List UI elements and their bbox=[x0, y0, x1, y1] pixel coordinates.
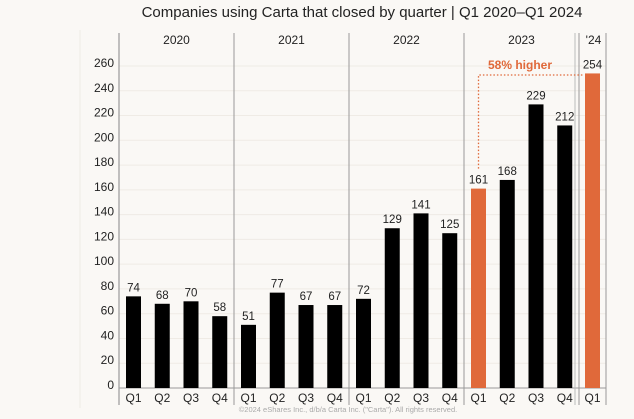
data-label: 72 bbox=[357, 285, 370, 297]
x-tick-label: Q3 bbox=[183, 391, 199, 405]
y-tick-label: 200 bbox=[94, 130, 114, 144]
x-tick-label: Q4 bbox=[557, 391, 573, 405]
bar bbox=[241, 324, 256, 388]
y-tick-label: 120 bbox=[94, 229, 114, 243]
x-tick-label: Q1 bbox=[470, 391, 486, 405]
data-label: 74 bbox=[127, 282, 140, 294]
bar bbox=[154, 303, 170, 388]
bar bbox=[126, 296, 141, 388]
annotation: 58% higher bbox=[477, 58, 583, 169]
x-tick-label: Q1 bbox=[584, 391, 600, 405]
bar bbox=[384, 228, 400, 388]
x-tick-label: Q2 bbox=[154, 391, 170, 405]
data-label: 67 bbox=[328, 291, 341, 303]
bar bbox=[327, 305, 343, 388]
data-label: 70 bbox=[185, 287, 198, 299]
year-label: 2022 bbox=[393, 33, 420, 47]
bar bbox=[269, 292, 285, 388]
data-label: 58 bbox=[213, 302, 226, 314]
bar bbox=[298, 305, 314, 388]
data-label: 229 bbox=[526, 90, 545, 102]
bars: 74 Q1 68 Q2 70 Q3 58 Q4 51 Q1 77 Q2 67 Q3 67 Q4 72 Q1 129 Q… bbox=[125, 59, 602, 405]
data-label: 141 bbox=[411, 199, 430, 211]
y-tick-label: 220 bbox=[94, 106, 114, 120]
data-label: 254 bbox=[583, 59, 603, 71]
y-tick-label: 180 bbox=[94, 155, 114, 169]
bar bbox=[557, 125, 573, 388]
x-tick-label: Q2 bbox=[269, 391, 285, 405]
data-label: 125 bbox=[440, 219, 459, 231]
x-tick-label: Q4 bbox=[442, 391, 458, 405]
annotation-label: 58% higher bbox=[488, 58, 552, 72]
x-tick-label: Q4 bbox=[212, 391, 228, 405]
gridlines bbox=[79, 30, 606, 408]
x-tick-label: Q3 bbox=[528, 391, 544, 405]
x-tick-label: Q1 bbox=[240, 391, 256, 405]
x-tick-label: Q2 bbox=[384, 391, 400, 405]
x-tick-label: Q3 bbox=[298, 391, 314, 405]
data-label: 67 bbox=[300, 291, 313, 303]
bar bbox=[499, 179, 515, 388]
y-axis: 0 20 40 60 80 100 120 140 160 180 200 220 240 260 bbox=[94, 56, 114, 392]
y-tick-label: 160 bbox=[94, 180, 114, 194]
y-tick-label: 80 bbox=[101, 279, 115, 293]
y-tick-label: 260 bbox=[94, 56, 114, 70]
bar bbox=[183, 301, 199, 388]
data-label: 168 bbox=[498, 166, 517, 178]
x-tick-label: Q1 bbox=[355, 391, 371, 405]
bar bbox=[212, 316, 228, 388]
y-tick-label: 20 bbox=[101, 353, 115, 367]
year-label: 2020 bbox=[163, 33, 190, 47]
y-tick-label: 60 bbox=[101, 304, 115, 318]
bar bbox=[528, 104, 544, 389]
bar bbox=[585, 73, 600, 388]
data-label: 212 bbox=[555, 111, 574, 123]
y-tick-label: 0 bbox=[107, 378, 114, 392]
x-tick-label: Q1 bbox=[125, 391, 141, 405]
copyright-footer: ©2024 eShares Inc., d/b/a Carta Inc. ("C… bbox=[239, 405, 457, 414]
data-label: 161 bbox=[469, 175, 488, 187]
y-tick-label: 240 bbox=[94, 81, 114, 95]
data-label: 77 bbox=[271, 279, 284, 291]
year-label: '24 bbox=[586, 33, 602, 47]
x-tick-label: Q4 bbox=[327, 391, 343, 405]
y-tick-label: 40 bbox=[101, 328, 115, 342]
data-label: 68 bbox=[156, 290, 169, 302]
x-tick-label: Q2 bbox=[499, 391, 515, 405]
data-label: 51 bbox=[242, 311, 255, 323]
x-tick-label: Q3 bbox=[413, 391, 429, 405]
chart-title: Companies using Carta that closed by qua… bbox=[142, 4, 583, 21]
year-label: 2021 bbox=[278, 33, 305, 47]
bar bbox=[356, 298, 371, 388]
y-tick-label: 140 bbox=[94, 205, 114, 219]
year-label: 2023 bbox=[508, 33, 535, 47]
year-panels: 2020 2021 2022 2023 '24 bbox=[118, 33, 607, 405]
bar bbox=[442, 233, 458, 388]
y-tick-label: 100 bbox=[94, 254, 114, 268]
data-label: 129 bbox=[383, 214, 402, 226]
bar bbox=[471, 188, 486, 388]
bar bbox=[413, 213, 429, 388]
